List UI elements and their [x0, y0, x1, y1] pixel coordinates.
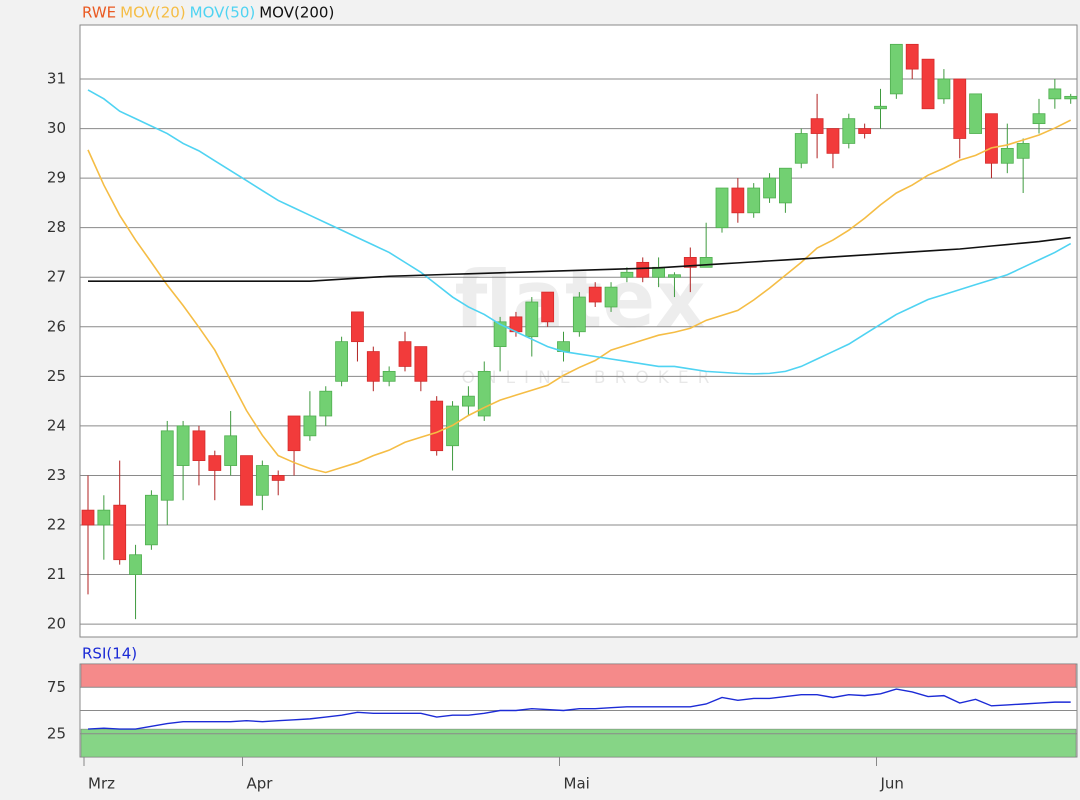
candle-body: [747, 187, 761, 214]
candle-body: [287, 415, 301, 452]
candle-body: [985, 113, 998, 164]
candle-body: [414, 346, 428, 382]
candle-body: [969, 93, 982, 134]
y-tick-label: 29: [47, 169, 66, 187]
candle-body: [636, 261, 650, 278]
candle-body: [779, 167, 792, 204]
candle-body: [683, 257, 697, 268]
candle-body: [224, 435, 238, 466]
rsi-panel: 25 75 RSI(14): [47, 645, 1077, 758]
x-tick-label: Apr: [247, 775, 274, 793]
candle-body: [842, 118, 856, 144]
y-tick-label: 75: [47, 678, 66, 696]
candle-body: [874, 105, 887, 110]
moving-average-line: [87, 89, 1072, 375]
candle-body: [715, 187, 729, 229]
candle-body: [810, 118, 824, 134]
y-tick-label: 25: [47, 724, 66, 742]
candle-body: [1064, 95, 1078, 100]
y-tick-label: 27: [47, 268, 66, 286]
y-tick-label: 31: [47, 70, 66, 88]
y-tick-label: 28: [47, 218, 66, 236]
candle-body: [303, 415, 317, 437]
y-tick-label: 20: [47, 615, 66, 633]
candle-body: [81, 509, 95, 526]
candle-body: [351, 311, 364, 343]
y-tick-label: 30: [47, 119, 66, 137]
candle-body: [794, 133, 808, 164]
level-band: [80, 663, 1077, 688]
candle-body: [461, 395, 475, 407]
candle-body: [652, 266, 665, 278]
candle-body: [858, 128, 872, 134]
candle-body: [1000, 147, 1014, 164]
candle-body: [525, 301, 539, 338]
candle-body: [129, 554, 142, 575]
candle-body: [1048, 88, 1062, 100]
candle-body: [699, 257, 713, 268]
candle-body: [889, 43, 903, 95]
rsi-title: RSI(14): [82, 645, 137, 663]
candle-body: [430, 400, 444, 452]
y-tick-label: 26: [47, 317, 66, 335]
candle-body: [398, 341, 412, 367]
x-tick-label: Jun: [880, 775, 904, 793]
main-panel: flatexONLINE BROKER202122232425262728293…: [47, 4, 1078, 633]
candle-body: [240, 455, 253, 506]
candle-body: [271, 475, 285, 481]
y-tick-label: 25: [47, 367, 66, 385]
watermark-subtitle: ONLINE BROKER: [461, 368, 718, 388]
candle-body: [477, 370, 491, 417]
y-tick-label: 22: [47, 516, 66, 534]
candle-body: [620, 271, 634, 278]
candle-body: [826, 128, 840, 154]
y-tick-label: 24: [47, 416, 66, 434]
candle-body: [953, 78, 967, 139]
candle-body: [668, 274, 681, 278]
candle-body: [588, 286, 602, 303]
candle-body: [319, 390, 333, 417]
moving-average-line: [87, 119, 1072, 474]
moving-average-line: [88, 236, 1071, 282]
candle-body: [113, 504, 127, 561]
legend-entry: MOV(20): [120, 4, 186, 22]
candle-body: [604, 286, 618, 308]
candle-body: [572, 296, 586, 333]
candle-body: [763, 177, 776, 199]
candle-body: [541, 291, 555, 323]
candle-body: [366, 351, 380, 382]
candle-body: [160, 430, 174, 501]
candle-body: [255, 465, 269, 496]
candle-body: [176, 425, 190, 466]
candle-body: [493, 321, 507, 348]
candle-body: [192, 430, 206, 461]
rsi-line: [87, 688, 1071, 730]
candle-body: [1032, 113, 1046, 125]
candle-body: [937, 78, 951, 100]
candle-body: [1016, 143, 1030, 159]
legend-entry: RWE: [82, 4, 116, 22]
candle-body: [208, 455, 222, 471]
candle-body: [97, 509, 111, 526]
y-tick-label: 21: [47, 565, 66, 583]
candle-body: [905, 43, 919, 70]
x-tick-label: Mai: [564, 775, 590, 793]
candle-body: [731, 187, 745, 214]
y-tick-label: 23: [47, 466, 66, 484]
candle-body: [144, 494, 158, 546]
x-tick-label: Mrz: [88, 775, 115, 793]
candle-body: [921, 58, 935, 110]
legend-entry: MOV(200): [259, 4, 334, 22]
candle-body: [335, 341, 349, 382]
legend-entry: MOV(50): [190, 4, 256, 22]
candle-body: [382, 370, 396, 382]
